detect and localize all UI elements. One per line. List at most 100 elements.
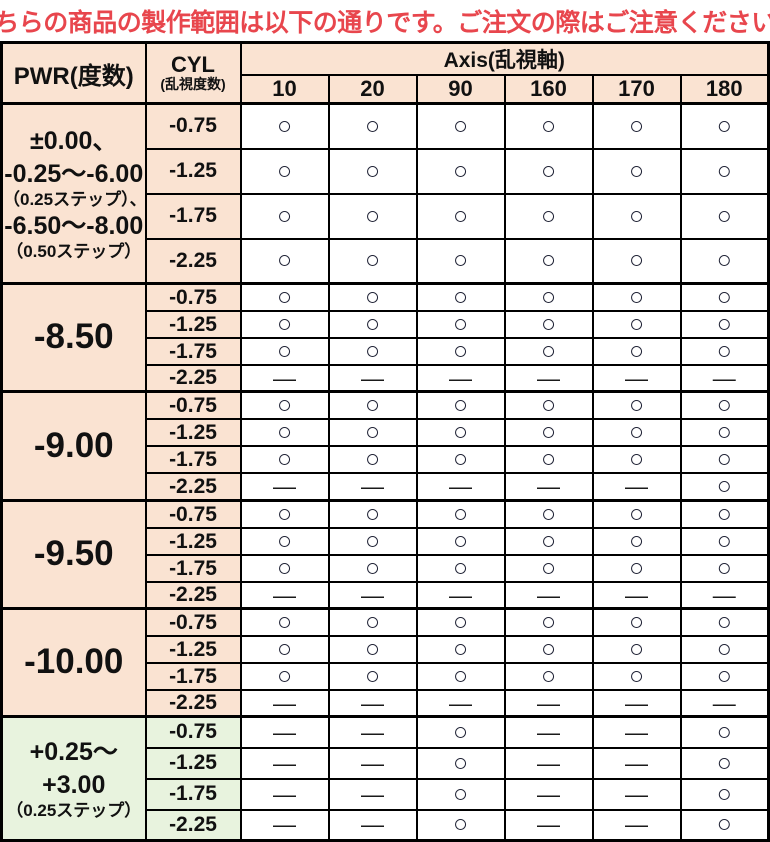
available-mark: ○	[503, 282, 594, 312]
available-mark: ○	[679, 390, 770, 420]
available-mark: ○	[415, 746, 506, 780]
axis-value-header-20: 20	[327, 74, 418, 105]
axis-value-header-180: 180	[679, 74, 770, 105]
available-mark: ○	[415, 527, 506, 556]
available-mark: ○	[327, 310, 418, 339]
cyl-value: -2.25	[144, 581, 242, 610]
unavailable-mark: —	[503, 364, 594, 393]
available-mark: ○	[503, 237, 594, 285]
cyl-value: -0.75	[144, 102, 242, 150]
available-mark: ○	[327, 554, 418, 583]
available-mark: ○	[239, 499, 330, 529]
spec-table: PWR(度数) CYL (乱視度数) Axis(乱視軸) 10 20 90 16…	[0, 41, 770, 842]
available-mark: ○	[591, 282, 682, 312]
unavailable-mark: —	[503, 715, 594, 749]
cyl-header-line1: CYL	[171, 52, 215, 78]
available-mark: ○	[679, 808, 770, 842]
table-row: -2.25— — — — — ○	[2, 472, 770, 502]
available-mark: ○	[239, 237, 330, 285]
pwr-cell: -10.00	[0, 607, 147, 718]
pwr-header-cell: PWR(度数)	[0, 41, 147, 105]
available-mark: ○	[591, 418, 682, 447]
unavailable-mark: —	[327, 364, 418, 393]
available-mark: ○	[239, 147, 330, 195]
available-mark: ○	[239, 310, 330, 339]
pwr-cell: ±0.00、 -0.25〜-6.00 （0.25ステップ）、 -6.50〜-8.00 （…	[0, 102, 147, 285]
available-mark: ○	[415, 715, 506, 749]
pwr-range-line: （0.25ステップ）	[6, 801, 142, 821]
cyl-value: -1.75	[144, 337, 242, 366]
unavailable-mark: —	[415, 472, 506, 502]
available-mark: ○	[591, 192, 682, 240]
available-mark: ○	[327, 282, 418, 312]
available-mark: ○	[239, 282, 330, 312]
available-mark: ○	[415, 310, 506, 339]
available-mark: ○	[679, 499, 770, 529]
available-mark: ○	[239, 418, 330, 447]
table-row: -1.25— — ○ — — ○	[2, 746, 770, 780]
unavailable-mark: —	[327, 581, 418, 610]
cyl-value: -0.75	[144, 499, 242, 529]
available-mark: ○	[503, 390, 594, 420]
available-mark: ○	[503, 445, 594, 474]
pwr-range-line: -9.50	[33, 534, 114, 574]
available-mark: ○	[415, 282, 506, 312]
cyl-value: -2.25	[144, 472, 242, 502]
spec-table-header: PWR(度数) CYL (乱視度数) Axis(乱視軸) 10 20 90 16…	[0, 41, 770, 105]
unavailable-mark: —	[591, 472, 682, 502]
pwr-range-line: -10.00	[24, 642, 124, 682]
available-mark: ○	[679, 472, 770, 502]
available-mark: ○	[591, 310, 682, 339]
available-mark: ○	[415, 237, 506, 285]
cyl-value: -1.75	[144, 777, 242, 811]
available-mark: ○	[679, 554, 770, 583]
cyl-value: -1.75	[144, 554, 242, 583]
available-mark: ○	[415, 607, 506, 637]
available-mark: ○	[503, 418, 594, 447]
unavailable-mark: —	[503, 808, 594, 842]
cyl-value: -2.25	[144, 237, 242, 285]
cyl-value: -2.25	[144, 808, 242, 842]
pwr-cell: -9.00	[0, 390, 147, 502]
available-mark: ○	[415, 390, 506, 420]
table-row: -2.25 ○ ○ ○ ○ ○ ○	[2, 237, 770, 285]
unavailable-mark: —	[591, 746, 682, 780]
available-mark: ○	[415, 192, 506, 240]
available-mark: ○	[327, 499, 418, 529]
pwr-range-line: -9.00	[33, 425, 114, 465]
pwr-range-line: -0.25〜-6.00	[4, 159, 144, 188]
unavailable-mark: —	[503, 746, 594, 780]
cyl-value: -2.25	[144, 689, 242, 718]
axis-values-row: 10 20 90 160 170 180	[2, 74, 770, 105]
pwr-range-line: +0.25〜	[29, 738, 118, 767]
available-mark: ○	[327, 390, 418, 420]
available-mark: ○	[503, 662, 594, 691]
available-mark: ○	[679, 635, 770, 664]
cyl-header-line2: (乱視度数)	[160, 76, 226, 93]
unavailable-mark: —	[327, 472, 418, 502]
available-mark: ○	[591, 237, 682, 285]
available-mark: ○	[679, 237, 770, 285]
available-mark: ○	[239, 635, 330, 664]
unavailable-mark: —	[679, 581, 770, 610]
pwr-range-line: +3.00	[42, 770, 106, 799]
available-mark: ○	[591, 147, 682, 195]
available-mark: ○	[415, 662, 506, 691]
cyl-value: -1.25	[144, 147, 242, 195]
header-row-top: PWR(度数) CYL (乱視度数) Axis(乱視軸)	[0, 41, 770, 105]
available-mark: ○	[591, 499, 682, 529]
available-mark: ○	[503, 310, 594, 339]
table-row: ±0.00、 -0.25〜-6.00 （0.25ステップ）、 -6.50〜-8.00 （…	[0, 102, 770, 285]
unavailable-mark: —	[679, 364, 770, 393]
available-mark: ○	[591, 554, 682, 583]
unavailable-mark: —	[415, 581, 506, 610]
pwr-cell: -9.50	[0, 499, 147, 610]
table-row: -1.75 ○ ○ ○ ○ ○ ○	[2, 554, 770, 583]
available-mark: ○	[591, 527, 682, 556]
pwr-range-line: （0.50ステップ）	[6, 242, 142, 262]
axis-value-header-160: 160	[503, 74, 594, 105]
table-row: -1.75 ○ ○ ○ ○ ○ ○	[2, 662, 770, 691]
available-mark: ○	[327, 635, 418, 664]
available-mark: ○	[679, 527, 770, 556]
unavailable-mark: —	[415, 364, 506, 393]
